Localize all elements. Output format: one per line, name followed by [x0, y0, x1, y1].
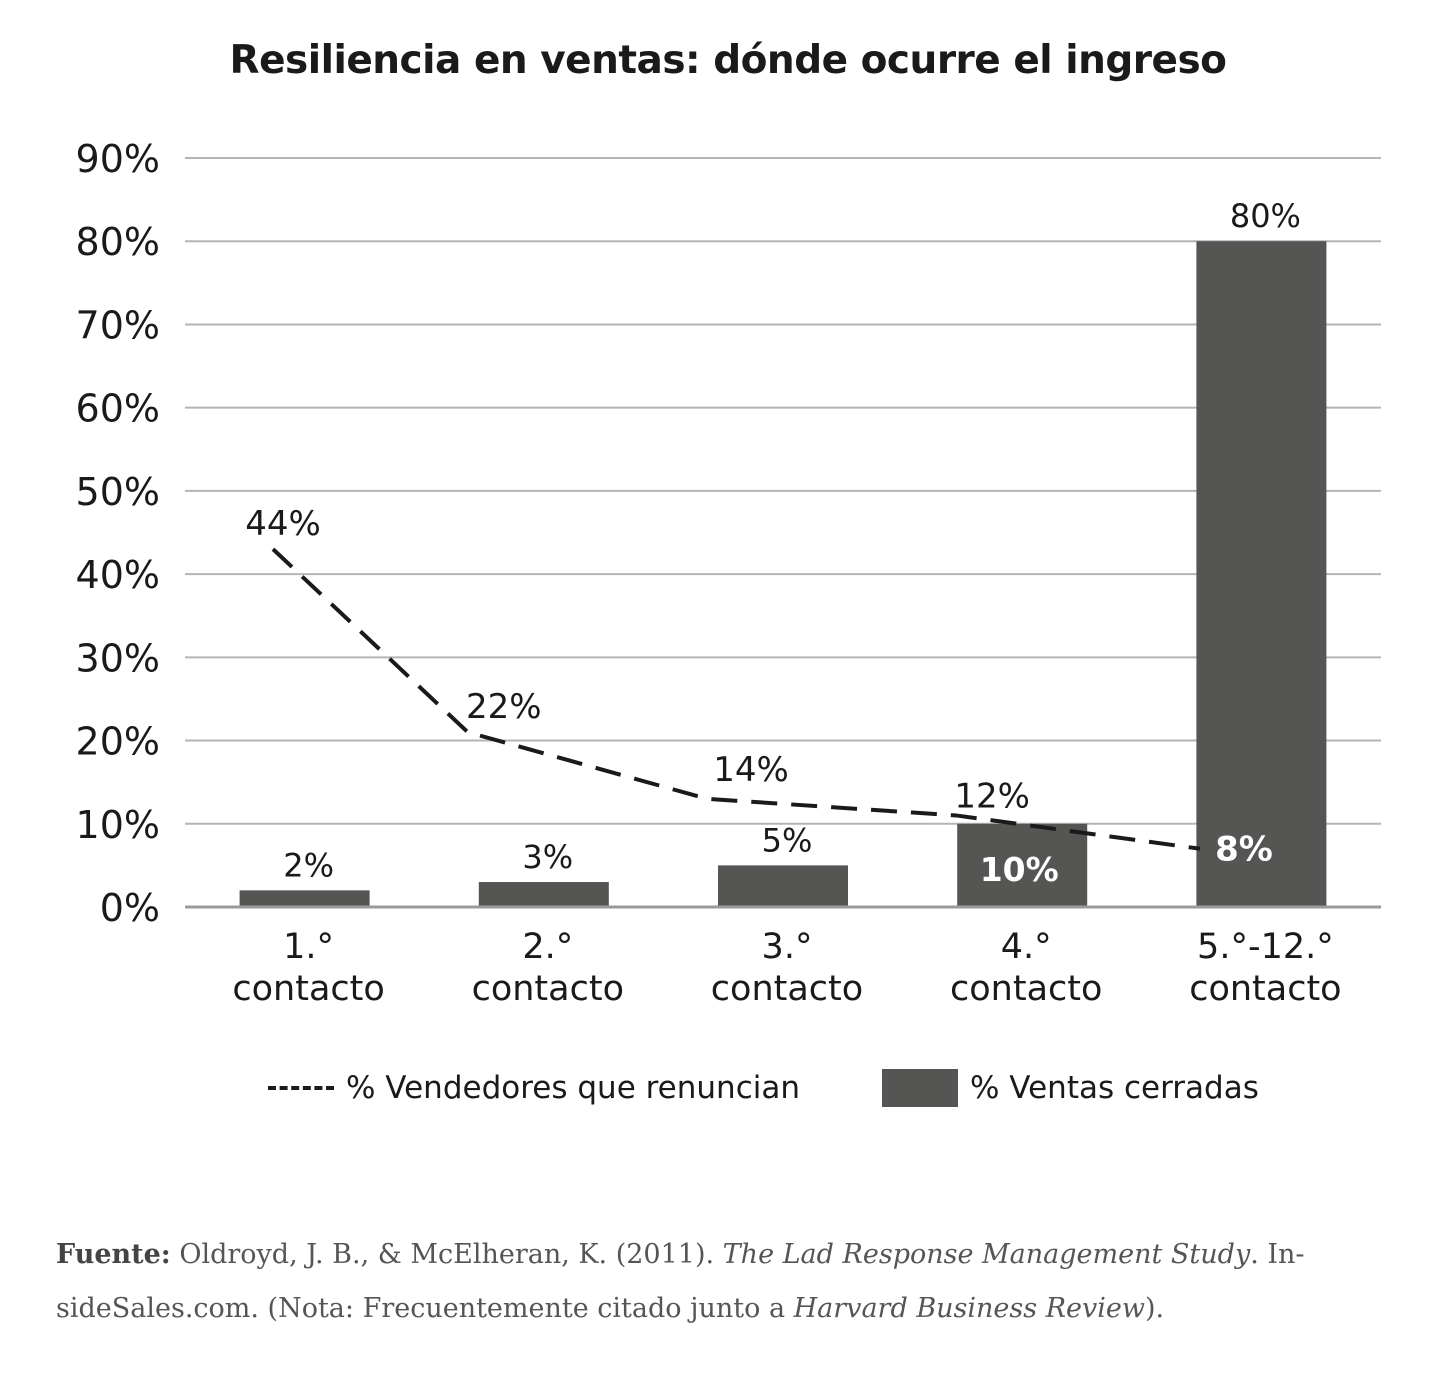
y-tick-label: 30% [76, 636, 160, 680]
legend-item-line: % Vendedores que renuncian [268, 1066, 800, 1110]
x-tick-label: 4.° [1001, 927, 1052, 967]
x-tick-label: contacto [1189, 969, 1341, 1009]
line-series-vendedores [271, 547, 1201, 851]
chart-plot: 0% 10% 20% 30% 40% 50% 60% 70% 80% 90% 2% 3% 5% 10% 80… [76, 137, 1381, 1009]
source-label: Fuente: [56, 1239, 171, 1270]
y-tick-label: 0% [100, 886, 160, 930]
y-tick-label: 50% [76, 470, 160, 514]
line-value-label: 8% [1215, 830, 1273, 870]
y-tick-label: 70% [76, 303, 160, 347]
x-tick-label: 2.° [522, 927, 573, 967]
bar-value-label: 10% [980, 850, 1059, 889]
x-tick-label: contacto [950, 969, 1102, 1009]
source-text-2: . In- sideSales.com. (Nota: Frecuentemen… [56, 1239, 1305, 1324]
y-tick-label: 40% [76, 553, 160, 597]
legend-bar-label: % Ventas cerradas [970, 1070, 1259, 1106]
chart-title: Resiliencia en ventas: dónde ocurre el i… [229, 38, 1227, 83]
bar [478, 882, 609, 907]
line-value-label: 44% [245, 504, 321, 544]
dashed-line-icon [268, 1086, 334, 1090]
bar-value-label: 3% [522, 838, 573, 876]
bar-value-label: 5% [762, 821, 813, 859]
y-tick-label: 60% [76, 387, 160, 431]
bar [1196, 241, 1327, 907]
bar-value-label: 80% [1230, 197, 1301, 235]
bar-value-label: 2% [283, 846, 334, 884]
x-tick-label: contacto [232, 969, 384, 1009]
source-text-1: Oldroyd, J. B., & McElheran, K. (2011). [170, 1239, 723, 1270]
line-value-label: 12% [954, 776, 1030, 816]
y-tick-label: 20% [76, 720, 160, 764]
source-text-3: ). [1144, 1293, 1165, 1324]
y-tick-label: 80% [76, 220, 160, 264]
x-tick-label: 1.° [283, 927, 334, 967]
y-tick-label: 90% [76, 137, 160, 181]
x-tick-label: contacto [711, 969, 863, 1009]
line-value-label: 22% [466, 687, 542, 727]
x-tick-label: contacto [472, 969, 624, 1009]
y-tick-label: 10% [76, 803, 160, 847]
bar [718, 865, 848, 907]
source-title-1: The Lad Response Management Study [722, 1239, 1251, 1270]
bar [957, 823, 1088, 907]
x-tick-label: 5.°-12.° [1197, 927, 1334, 967]
bar-swatch-icon [882, 1069, 958, 1107]
source-note: Fuente: Oldroyd, J. B., & McElheran, K. … [56, 1228, 1396, 1336]
source-title-2: Harvard Business Review [793, 1293, 1145, 1324]
legend-line-label: % Vendedores que renuncian [346, 1070, 800, 1106]
legend-item-bar: % Ventas cerradas [882, 1066, 1259, 1110]
bar [239, 890, 370, 907]
line-value-label: 14% [713, 750, 789, 790]
x-tick-label: 3.° [762, 927, 813, 967]
